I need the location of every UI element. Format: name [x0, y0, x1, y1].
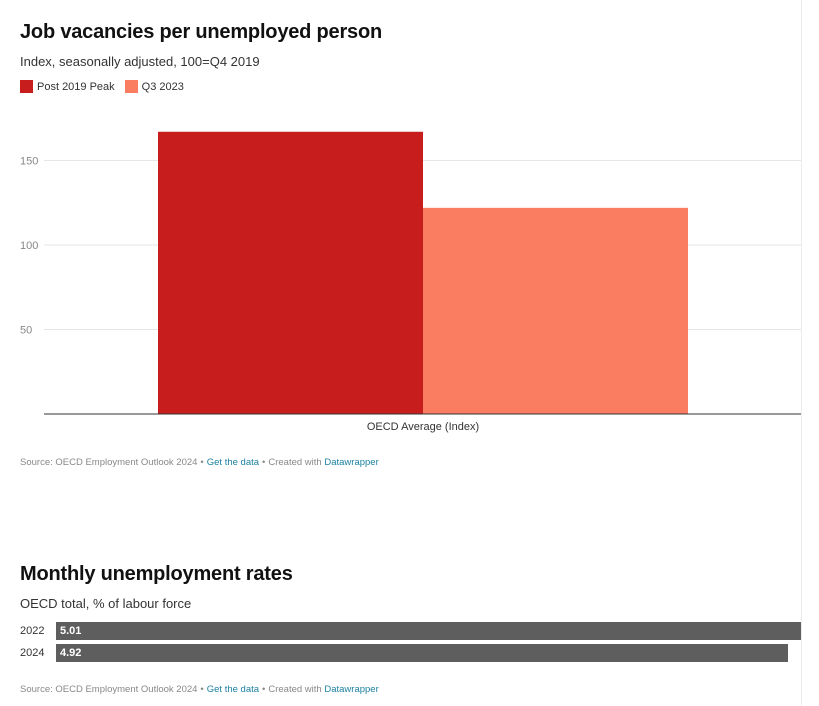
- legend-item-q3-2023: Q3 2023: [124, 80, 184, 93]
- chart2-title: Monthly unemployment rates: [20, 563, 293, 585]
- chart2-bar-value-2022: 5.01: [60, 625, 82, 637]
- chart1-title: Job vacancies per unemployed person: [20, 21, 383, 43]
- legend-swatch-post-2019-peak: [20, 80, 33, 93]
- x-category-label: OECD Average (Index): [367, 421, 479, 433]
- chart2-created-with-text: Created with: [268, 684, 322, 695]
- chart1-created-with-text: Created with: [268, 457, 322, 468]
- y-tick-label-50: 50: [20, 325, 32, 337]
- chart1-subtitle: Index, seasonally adjusted, 100=Q4 2019: [20, 54, 260, 69]
- chart2-datawrapper-link[interactable]: Datawrapper: [324, 684, 379, 695]
- chart1-get-the-data-link[interactable]: Get the data: [206, 457, 260, 468]
- chart2-source-separator-2: •: [262, 684, 266, 695]
- chart2-subtitle: OECD total, % of labour force: [20, 596, 192, 611]
- chart1-source-line: Source: OECD Employment Outlook 2024 • Get…: [20, 457, 379, 468]
- chart2-row-label-2022: 2022: [20, 625, 45, 637]
- bar-q3-2023: [423, 207, 688, 414]
- chart1-legend: Post 2019 Peak Q3 2023: [20, 80, 194, 93]
- page-right-border: [801, 0, 802, 706]
- chart1-source-separator: •: [200, 457, 204, 468]
- legend-item-post-2019-peak: Post 2019 Peak: [20, 80, 115, 93]
- chart2-bar-2022: 5.01: [56, 622, 801, 640]
- chart2-source-line: Source: OECD Employment Outlook 2024 • Get…: [20, 684, 379, 695]
- chart1-plot: 50 100 150 OECD Average (Index): [20, 131, 801, 433]
- bar-post-2019-peak: [158, 131, 423, 414]
- legend-label-q3-2023: Q3 2023: [141, 80, 184, 93]
- y-tick-label-150: 150: [20, 156, 38, 168]
- chart2-get-the-data-link[interactable]: Get the data: [206, 684, 260, 695]
- legend-label-post-2019-peak: Post 2019 Peak: [37, 80, 115, 93]
- chart2-bar-2024: 4.92: [56, 644, 788, 662]
- y-tick-label-100: 100: [20, 240, 38, 252]
- legend-swatch-q3-2023: [124, 80, 138, 93]
- chart2-source-text: Source: OECD Employment Outlook 2024: [20, 684, 198, 695]
- chart1-source-text: Source: OECD Employment Outlook 2024: [20, 457, 198, 468]
- chart2-source-separator: •: [200, 684, 204, 695]
- chart2-bar-value-2024: 4.92: [60, 647, 82, 659]
- chart1-source-separator-2: •: [262, 457, 266, 468]
- chart2-row-label-2024: 2024: [20, 647, 45, 659]
- chart1-datawrapper-link[interactable]: Datawrapper: [324, 457, 379, 468]
